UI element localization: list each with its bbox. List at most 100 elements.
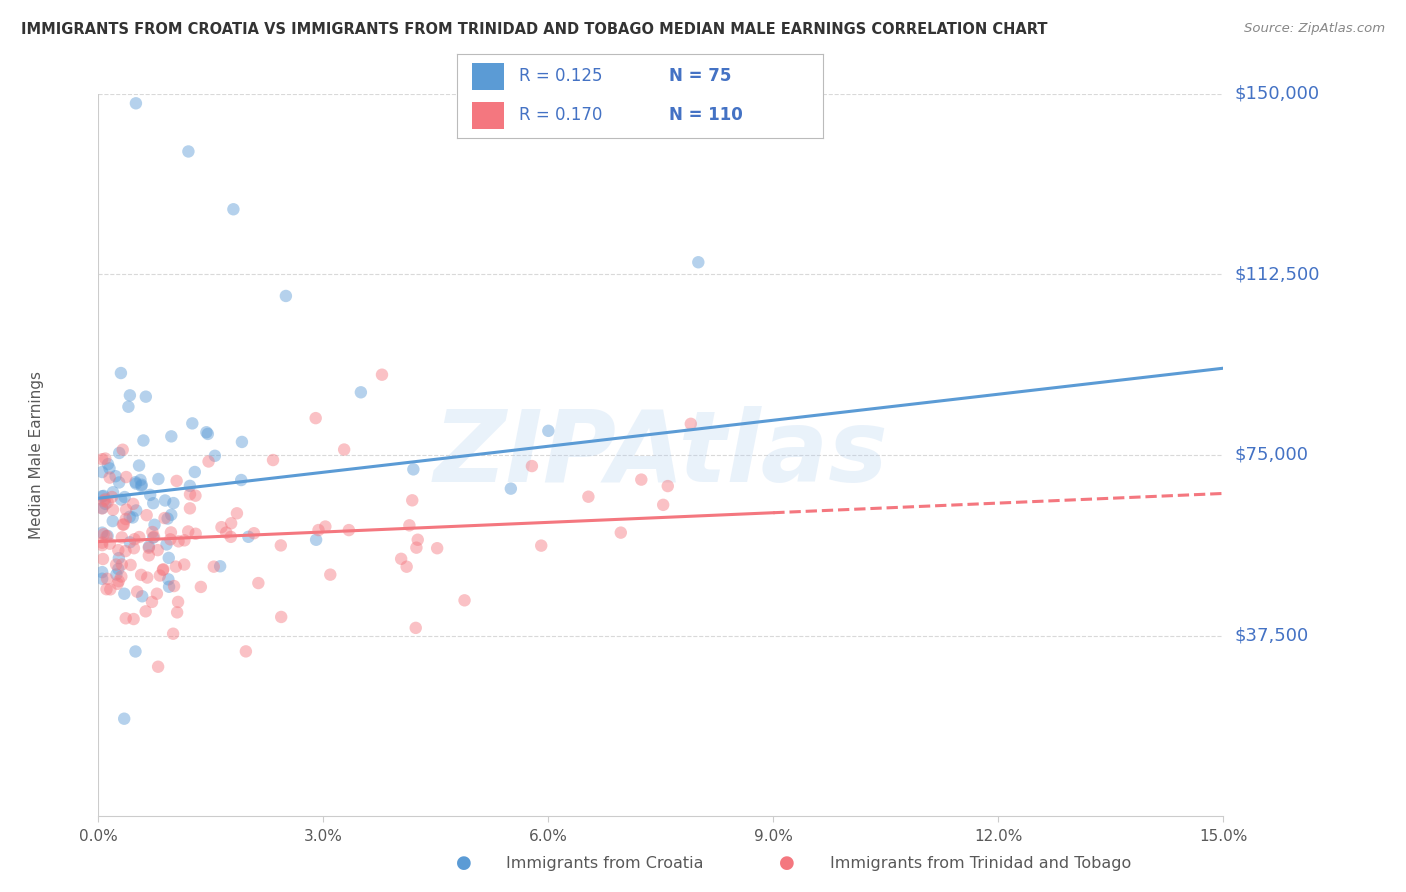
Point <box>305 533 328 547</box>
Bar <box>471 102 505 129</box>
Point <box>107 574 129 588</box>
Point <box>204 449 226 463</box>
Point <box>131 589 153 603</box>
Point <box>190 580 212 594</box>
Point <box>117 400 139 414</box>
Point <box>371 368 394 382</box>
Text: R = 0.170: R = 0.170 <box>519 106 602 124</box>
Point <box>97 529 120 543</box>
Text: Source: ZipAtlas.com: Source: ZipAtlas.com <box>1244 22 1385 36</box>
Point <box>127 584 149 599</box>
Point <box>115 502 138 516</box>
Point <box>118 509 141 524</box>
Point <box>226 506 249 520</box>
Point <box>142 496 165 510</box>
Point <box>274 289 297 303</box>
Text: ●: ● <box>456 855 472 872</box>
Point <box>305 411 328 425</box>
Point <box>270 538 292 552</box>
Point <box>91 452 114 467</box>
Text: N = 110: N = 110 <box>669 106 742 124</box>
Point <box>405 541 427 555</box>
Point <box>162 496 184 510</box>
Point <box>167 595 190 609</box>
Point <box>308 523 330 537</box>
Point <box>114 611 136 625</box>
Point <box>91 501 114 516</box>
Point <box>98 537 121 551</box>
Point <box>179 479 201 493</box>
Point <box>131 477 153 491</box>
Point <box>163 579 186 593</box>
Point <box>231 434 253 449</box>
Point <box>157 550 180 565</box>
Point <box>128 530 150 544</box>
Point <box>101 514 124 528</box>
Point <box>149 568 172 582</box>
Point <box>142 531 165 545</box>
Point <box>97 495 120 509</box>
Point <box>219 516 242 531</box>
Point <box>105 567 128 582</box>
Text: N = 75: N = 75 <box>669 68 731 86</box>
Point <box>101 485 124 500</box>
Point <box>184 465 207 479</box>
Point <box>135 390 157 404</box>
Point <box>156 511 179 525</box>
Point <box>96 582 118 597</box>
Point <box>111 530 134 544</box>
Text: IMMIGRANTS FROM CROATIA VS IMMIGRANTS FROM TRINIDAD AND TOBAGO MEDIAN MALE EARNI: IMMIGRANTS FROM CROATIA VS IMMIGRANTS FR… <box>21 22 1047 37</box>
Text: Immigrants from Croatia: Immigrants from Croatia <box>506 856 703 871</box>
Point <box>115 470 138 484</box>
Text: ●: ● <box>779 855 796 872</box>
Point <box>155 537 177 551</box>
Point <box>125 96 148 111</box>
Bar <box>471 62 505 90</box>
Point <box>173 533 195 548</box>
Point <box>146 587 169 601</box>
Point <box>91 538 114 552</box>
Point <box>162 626 184 640</box>
Point <box>107 576 129 591</box>
Point <box>121 510 143 524</box>
Point <box>114 490 136 504</box>
Text: $112,500: $112,500 <box>1234 265 1320 284</box>
Point <box>112 587 135 601</box>
Point <box>122 612 145 626</box>
Point <box>138 541 160 555</box>
Point <box>98 461 121 475</box>
Point <box>160 525 183 540</box>
Point <box>96 572 118 586</box>
Text: R = 0.125: R = 0.125 <box>519 68 603 86</box>
Point <box>97 457 120 471</box>
Point <box>125 476 148 491</box>
Point <box>179 487 201 501</box>
Point <box>657 479 679 493</box>
Text: Median Male Earnings: Median Male Earnings <box>30 371 44 539</box>
Point <box>166 606 188 620</box>
Point <box>238 530 260 544</box>
Point <box>402 462 425 476</box>
Point <box>389 551 412 566</box>
Point <box>314 519 336 533</box>
Point <box>139 488 162 502</box>
Point <box>219 530 242 544</box>
Point <box>173 558 195 572</box>
Point <box>94 492 117 507</box>
Point <box>167 534 190 549</box>
Point <box>153 493 176 508</box>
Point <box>124 533 146 547</box>
Point <box>136 571 159 585</box>
Point <box>91 572 114 586</box>
Point <box>98 582 121 597</box>
Point <box>426 541 449 556</box>
Point <box>453 593 475 607</box>
Point <box>576 490 599 504</box>
Point <box>333 442 356 457</box>
Point <box>148 472 170 486</box>
Point <box>177 145 200 159</box>
Point <box>195 425 218 440</box>
Point <box>179 501 201 516</box>
Point <box>91 465 114 479</box>
Point <box>91 525 114 540</box>
